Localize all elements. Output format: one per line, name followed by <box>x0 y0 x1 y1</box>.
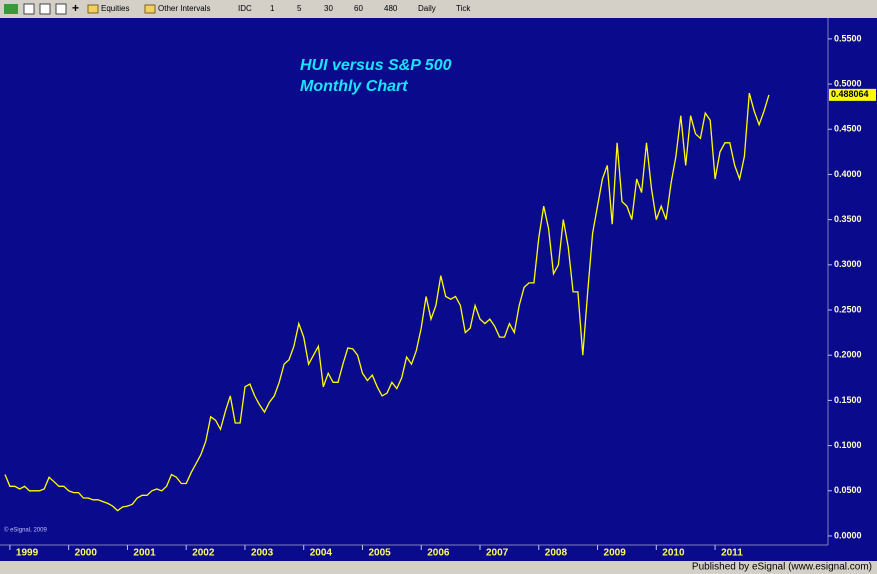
toolbar-item[interactable]: Daily <box>418 4 436 13</box>
y-tick-label: 0.1000 <box>834 440 862 450</box>
x-tick-label: 2009 <box>604 548 627 559</box>
y-tick-label: 0.4500 <box>834 124 862 134</box>
toolbar-item[interactable]: IDC <box>238 4 252 13</box>
chart-title: HUI versus S&P 500 <box>300 57 452 74</box>
status-bar <box>0 561 877 574</box>
x-tick-label: 2002 <box>192 548 215 559</box>
footer: Published by eSignal (www.esignal.com) <box>692 562 872 573</box>
toolbar-item[interactable]: 60 <box>354 4 363 13</box>
y-tick-label: 0.2500 <box>834 304 862 314</box>
x-tick-label: 2003 <box>251 548 274 559</box>
toolbar-icon[interactable] <box>39 3 51 15</box>
x-tick-label: 2007 <box>486 548 509 559</box>
y-tick-label: 0.2000 <box>834 350 862 360</box>
y-tick-label: 0.3500 <box>834 214 862 224</box>
toolbar-item[interactable]: 5 <box>297 4 302 13</box>
x-tick-label: 2005 <box>368 548 391 559</box>
folder-icon <box>87 4 99 14</box>
x-tick-label: 1999 <box>16 548 39 559</box>
y-tick-label: 0.4000 <box>834 169 862 179</box>
toolbar-item[interactable]: 1 <box>270 4 275 13</box>
x-tick-label: 2006 <box>427 548 450 559</box>
y-tick-label: 0.0500 <box>834 485 862 495</box>
toolbar-item[interactable]: 480 <box>384 4 398 13</box>
last-value-label: 0.488064 <box>831 89 869 99</box>
x-tick-label: 2011 <box>721 548 743 559</box>
x-tick-label: 2000 <box>75 548 98 559</box>
chart-subtitle: Monthly Chart <box>300 78 408 95</box>
folder-icon <box>144 4 156 14</box>
toolbar-item[interactable]: Other Intervals <box>158 4 210 13</box>
toolbar-icon[interactable] <box>23 3 35 15</box>
watermark: © eSignal, 2009 <box>4 527 47 534</box>
data-line <box>4 92 770 512</box>
y-tick-label: 0.0000 <box>834 530 862 540</box>
y-tick-label: 0.5500 <box>834 33 862 43</box>
toolbar-item[interactable]: Equities <box>101 4 129 13</box>
toolbar-icon[interactable]: + <box>72 1 79 15</box>
last-value-box <box>829 88 876 101</box>
toolbar-icon[interactable] <box>4 4 18 14</box>
x-tick-label: 2004 <box>310 548 333 559</box>
y-tick-label: 0.1500 <box>834 395 862 405</box>
y-tick-label: 0.5000 <box>834 78 862 88</box>
y-tick-label: 0.3000 <box>834 259 862 269</box>
x-tick-label: 2010 <box>662 548 685 559</box>
toolbar-icon[interactable] <box>55 3 67 15</box>
toolbar-item[interactable]: Tick <box>456 4 471 13</box>
x-tick-label: 2008 <box>545 548 568 559</box>
toolbar-item[interactable]: 30 <box>324 4 333 13</box>
x-tick-label: 2001 <box>133 548 156 559</box>
toolbar <box>0 0 877 18</box>
